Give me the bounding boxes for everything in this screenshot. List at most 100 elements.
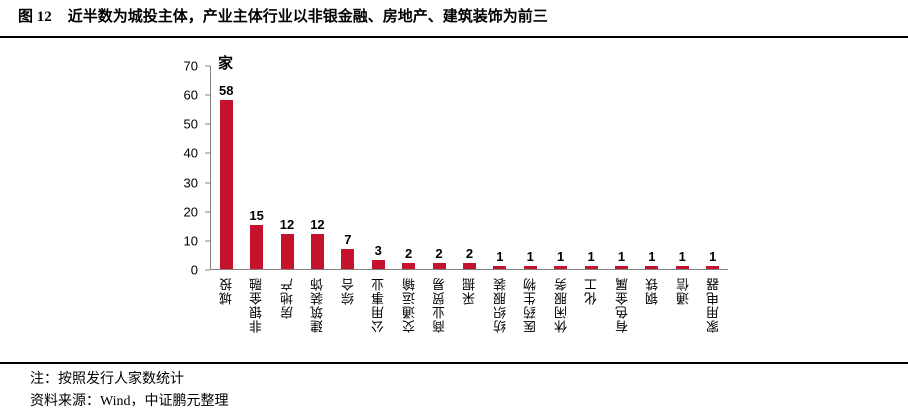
bar-cell: 1 (667, 249, 697, 269)
bar-cell: 1 (485, 249, 515, 269)
bar-value-label: 1 (678, 249, 686, 265)
note-line: 注：按照发行人家数统计 (30, 372, 184, 387)
category-label: 医药生物 (523, 277, 539, 333)
category-cell: 钢铁 (638, 277, 668, 362)
category-cell: 纺织服装 (485, 277, 515, 362)
y-tick-mark (205, 240, 210, 242)
category-label: 城投 (218, 277, 234, 305)
category-label: 交通运输 (401, 277, 417, 333)
y-tick-label: 70 (183, 58, 198, 74)
category-label: 纺织服装 (492, 277, 508, 333)
bar-value-label: 58 (218, 82, 234, 98)
bar (402, 263, 416, 269)
y-tick-mark (205, 269, 210, 271)
bar-cell: 12 (272, 217, 302, 269)
bar (584, 266, 598, 269)
bar (493, 266, 507, 269)
bars-row: 58 15 12 12 7 3 2 2 2 1 1 1 1 1 1 1 1 (211, 66, 728, 269)
category-cell: 商业贸易 (424, 277, 454, 362)
bar-value-label: 7 (344, 231, 352, 247)
bar-value-label: 1 (587, 249, 595, 265)
bar-value-label: 1 (526, 249, 534, 265)
bar-cell: 1 (515, 249, 545, 269)
bar-value-label: 1 (648, 249, 656, 265)
bar-cell: 1 (545, 249, 575, 269)
plot-area: 家 58 15 12 12 7 3 2 2 2 1 1 1 1 1 1 1 1 (210, 55, 728, 270)
bar (371, 260, 385, 269)
bar-cell: 1 (637, 249, 667, 269)
bar-value-label: 1 (557, 249, 565, 265)
category-label: 钢铁 (645, 277, 661, 305)
bar (310, 234, 324, 269)
category-label: 有色金属 (614, 277, 630, 333)
bar-value-label: 12 (310, 217, 325, 233)
bar-value-label: 1 (496, 249, 504, 265)
category-label: 休闲服务 (553, 277, 569, 333)
bar-value-label: 1 (709, 249, 717, 265)
bar-value-label: 15 (249, 208, 264, 224)
bar (554, 266, 568, 269)
bar (280, 234, 294, 269)
bar-cell: 12 (302, 217, 332, 269)
category-label: 公用事业 (371, 277, 387, 333)
bar-value-label: 3 (374, 243, 382, 259)
bar-value-label: 2 (405, 246, 413, 262)
bar (614, 266, 628, 269)
y-tick-mark (205, 182, 210, 184)
category-label: 家用电器 (706, 277, 722, 333)
category-cell: 城投 (211, 277, 241, 362)
category-cell: 非银金融 (241, 277, 271, 362)
category-label: 化工 (584, 277, 600, 305)
bar (706, 266, 720, 269)
y-axis-unit-label: 家 (218, 55, 234, 72)
category-cell: 化工 (577, 277, 607, 362)
category-cell: 交通运输 (394, 277, 424, 362)
source-line: 资料来源：Wind，中证鹏元整理 (30, 394, 229, 409)
category-label: 商业贸易 (432, 277, 448, 333)
bar (250, 225, 264, 269)
y-tick-label: 10 (183, 233, 198, 249)
y-tick-mark (205, 211, 210, 213)
figure-number: 图 12 (18, 9, 52, 25)
y-tick-label: 30 (183, 175, 198, 191)
category-cell: 有色金属 (607, 277, 637, 362)
y-tick-label: 0 (190, 262, 198, 278)
bar-cell: 1 (698, 249, 728, 269)
category-label: 房地产 (279, 277, 295, 319)
y-tick-mark (205, 123, 210, 125)
category-cell: 综合 (333, 277, 363, 362)
category-cell: 建筑装饰 (302, 277, 332, 362)
category-row: 城投 非银金融 房地产 建筑装饰 综合 公用事业 交通运输 商业贸易 采掘 纺织服装 医药生物 休闲服… (211, 270, 729, 362)
category-label: 采掘 (462, 277, 478, 305)
category-label: 综合 (340, 277, 356, 305)
y-tick-label: 60 (183, 87, 198, 103)
bar (341, 248, 355, 269)
category-cell: 采掘 (455, 277, 485, 362)
figure-title: 图 12 近半数为城投主体，产业主体行业以非银金融、房地产、建筑装饰为前三 (0, 0, 908, 38)
y-tick-mark (205, 65, 210, 67)
bar-cell: 3 (363, 243, 393, 269)
bar-cell: 15 (241, 208, 271, 269)
bar (462, 263, 476, 269)
bar-cell: 2 (393, 246, 423, 269)
y-tick-label: 20 (183, 204, 198, 220)
category-cell: 公用事业 (363, 277, 393, 362)
bar (523, 266, 537, 269)
category-cell: 通信 (668, 277, 698, 362)
y-axis: 0 10 20 30 40 50 60 70 (160, 59, 210, 278)
category-cell: 家用电器 (699, 277, 729, 362)
category-label: 通信 (675, 277, 691, 305)
bar-value-label: 12 (279, 217, 295, 233)
bar-cell: 2 (454, 246, 484, 269)
category-label: 建筑装饰 (310, 277, 326, 333)
bar (219, 99, 233, 269)
bar-cell: 1 (576, 249, 606, 269)
bar (675, 266, 689, 269)
y-tick-label: 50 (183, 116, 198, 132)
chart-row: 0 10 20 30 40 50 60 70 家 58 15 12 12 7 3 2 2 2 1 1 1 1 1 1 1 1 (160, 54, 908, 278)
figure-title-text: 近半数为城投主体，产业主体行业以非银金融、房地产、建筑装饰为前三 (67, 9, 548, 25)
bar-value-label: 1 (617, 249, 626, 265)
category-cell: 房地产 (272, 277, 302, 362)
y-tick-mark (205, 94, 210, 96)
